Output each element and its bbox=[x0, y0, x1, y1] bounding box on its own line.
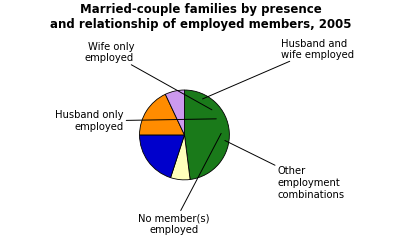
Wedge shape bbox=[165, 90, 184, 135]
Wedge shape bbox=[184, 90, 229, 179]
Title: Married-couple families by presence
and relationship of employed members, 2005: Married-couple families by presence and … bbox=[50, 3, 351, 31]
Text: Husband and
wife employed: Husband and wife employed bbox=[203, 39, 354, 99]
Wedge shape bbox=[170, 135, 190, 180]
Text: No member(s)
employed: No member(s) employed bbox=[138, 134, 221, 235]
Wedge shape bbox=[140, 135, 184, 178]
Text: Wife only
employed: Wife only employed bbox=[85, 42, 212, 110]
Text: Husband only
employed: Husband only employed bbox=[55, 110, 216, 132]
Text: Other
employment
combinations: Other employment combinations bbox=[225, 140, 344, 200]
Wedge shape bbox=[140, 94, 184, 135]
